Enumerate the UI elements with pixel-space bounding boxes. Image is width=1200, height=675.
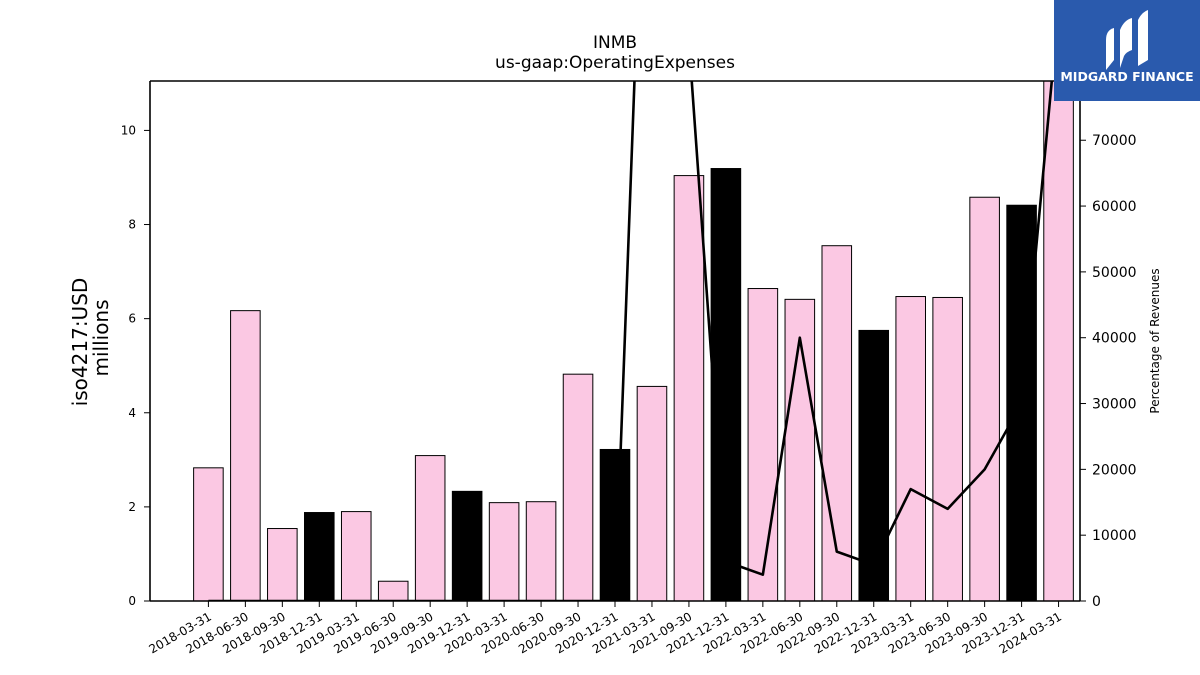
bar-2021-03-31	[636, 385, 668, 601]
bar-2020-03-31	[488, 502, 520, 601]
y-tick-label: 6	[128, 312, 136, 326]
y2-axis-label: Percentage of Revenues	[1148, 268, 1162, 413]
bar-2020-09-30	[562, 373, 594, 601]
bar-2018-09-30	[267, 528, 298, 601]
bar-2022-09-30	[821, 245, 853, 601]
y-tick-label: 0	[128, 594, 136, 608]
bar-2022-03-31	[747, 288, 779, 601]
bar-2018-06-30	[230, 310, 261, 601]
y2-tick-label: 40000	[1092, 331, 1137, 347]
y-tick-label: 10	[121, 123, 136, 137]
y2-axis-ticks: 0 10000 20000 30000 40000 50000 60000 70000	[1080, 133, 1137, 610]
bar-2022-06-30	[784, 298, 816, 601]
midgard-finance-logo: MIDGARD FINANCE	[1054, 0, 1200, 101]
y2-tick-label: 30000	[1092, 397, 1137, 413]
chart-subtitle: us-gaap:OperatingExpenses	[495, 53, 735, 73]
y2-tick-label: 20000	[1092, 462, 1137, 478]
y2-tick-label: 0	[1092, 594, 1101, 610]
bar-2019-06-30	[377, 580, 409, 601]
y-tick-label: 2	[128, 500, 136, 514]
bar-2023-09-30	[969, 196, 1000, 601]
y2-tick-label: 60000	[1092, 199, 1137, 215]
y2-tick-label: 70000	[1092, 133, 1137, 149]
logo-text: MIDGARD FINANCE	[1060, 69, 1193, 84]
bar-2023-06-30	[932, 296, 963, 601]
bar-2020-06-30	[525, 501, 557, 601]
y-axis-ticks: 0 2 4 6 8 10	[121, 123, 150, 608]
y2-tick-label: 50000	[1092, 265, 1137, 281]
y-axis-unit-label: millions	[89, 299, 113, 376]
bar-2019-12-31	[451, 490, 483, 601]
bar-2018-12-31	[304, 512, 335, 601]
bar-2022-12-31	[858, 329, 890, 601]
x-axis-ticks: 2018-03-312018-06-302018-09-302018-12-31…	[146, 601, 1064, 656]
bar-2023-03-31	[895, 296, 926, 601]
bar-2018-03-31	[193, 467, 224, 601]
y-tick-label: 8	[128, 218, 136, 232]
bar-2021-12-31	[710, 168, 742, 601]
line-group	[208, 81, 1054, 601]
chart-title: INMB	[593, 33, 637, 53]
bar-2019-09-30	[414, 455, 446, 601]
bar-2019-03-31	[340, 511, 372, 601]
bar-2021-09-30	[673, 175, 705, 601]
bar-group	[193, 81, 1074, 601]
y-axis-label: iso4217:USD	[68, 278, 92, 407]
y2-tick-label: 10000	[1092, 528, 1137, 544]
logo-mark: MIDGARD FINANCE	[1054, 0, 1200, 101]
y-tick-label: 4	[128, 406, 136, 420]
logo-emblem-icon	[1106, 10, 1148, 70]
percentage-of-revenues-line	[208, 81, 1054, 601]
bar-2024-03-31	[1043, 81, 1074, 601]
